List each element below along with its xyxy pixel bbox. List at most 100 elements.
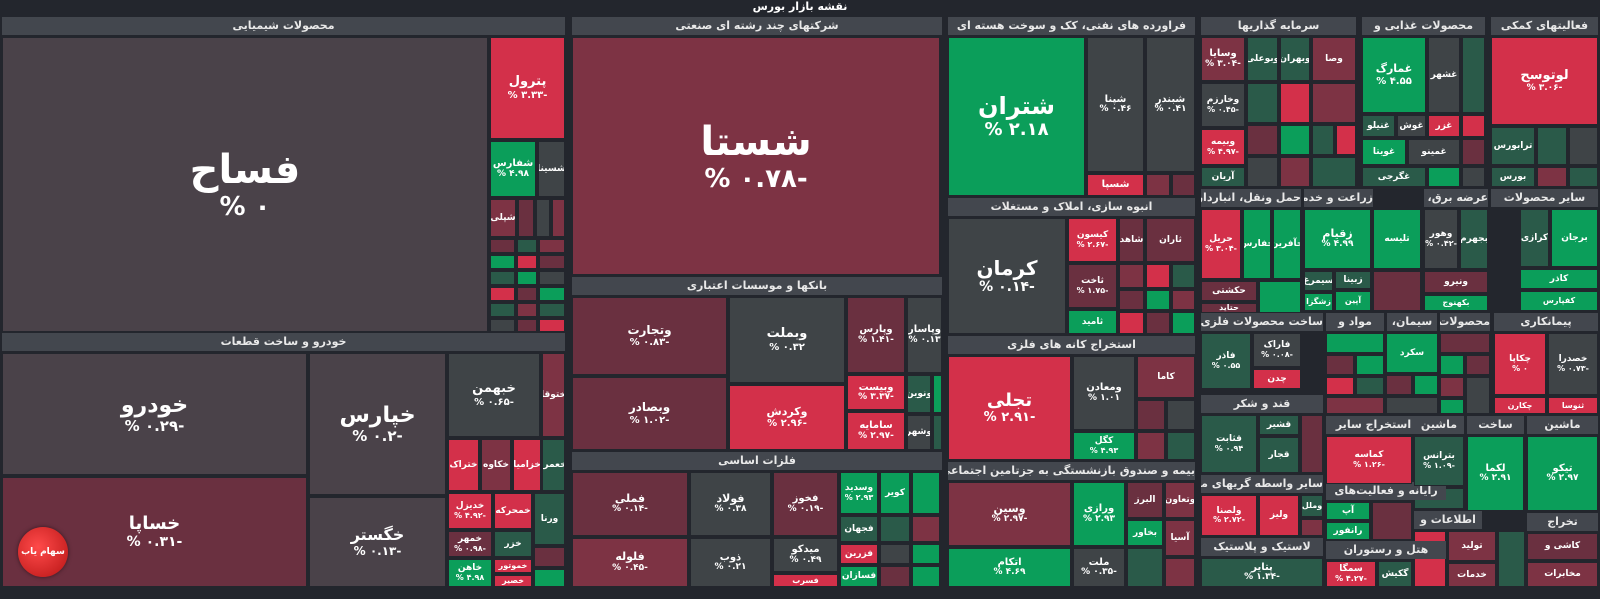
stock-tile[interactable]: ولیز	[1259, 495, 1299, 536]
stock-tile[interactable]: کرمان -۰.۱۴ %	[948, 218, 1066, 334]
stock-tile[interactable]	[539, 303, 565, 317]
stock-tile[interactable]: فسرب	[773, 574, 838, 587]
stock-tile[interactable]: تولید	[1448, 531, 1496, 561]
stock-tile[interactable]: فخوز -۰.۱۹ %	[773, 472, 838, 536]
stock-tile[interactable]: وتجارت -۰.۸۳ %	[572, 297, 727, 375]
stock-tile[interactable]	[912, 472, 940, 514]
stock-tile[interactable]	[517, 287, 537, 301]
stock-tile[interactable]	[1326, 355, 1354, 375]
stock-tile[interactable]: غمینو	[1408, 139, 1460, 165]
sector-header[interactable]: بیمه و صندوق بازنشستگی به جزتامین اجتماع…	[948, 462, 1195, 480]
stock-tile[interactable]	[1428, 167, 1460, 187]
stock-tile[interactable]	[1466, 377, 1490, 414]
stock-tile[interactable]	[1356, 355, 1384, 375]
sector-header[interactable]: فعالیتهای کمکی	[1491, 17, 1598, 35]
stock-tile[interactable]: غزر	[1428, 115, 1460, 137]
stock-tile[interactable]: ونوین	[907, 375, 931, 413]
stock-tile[interactable]	[1537, 167, 1567, 187]
sector-header[interactable]: زراعت و خدمات	[1304, 189, 1373, 207]
stock-tile[interactable]: خمهر -۰.۹۸ %	[448, 531, 492, 557]
stock-tile[interactable]: بترانس -۱.۰۹ %	[1414, 436, 1464, 486]
stock-tile[interactable]: فملی -۰.۱۴ %	[572, 472, 688, 536]
stock-tile[interactable]	[518, 199, 534, 237]
stock-tile[interactable]	[1414, 375, 1438, 395]
stock-tile[interactable]: شاهد	[1119, 218, 1144, 262]
stock-tile[interactable]: وپاسار ۰.۱۳ %	[907, 297, 942, 373]
stock-tile[interactable]: بجهرم	[1460, 209, 1488, 269]
sector-header[interactable]: قند و شکر	[1201, 395, 1323, 413]
stock-tile[interactable]: وبوعلی	[1247, 37, 1278, 81]
stock-tile[interactable]: حآفرین	[1273, 209, 1301, 279]
stock-tile[interactable]: ملت -۰.۳۵ %	[1073, 548, 1125, 587]
stock-tile[interactable]	[1146, 264, 1170, 288]
sector-header[interactable]: سایر محصولات	[1491, 189, 1598, 207]
stock-tile[interactable]: کگل ۴.۹۳ %	[1073, 432, 1135, 460]
stock-tile[interactable]: وسایا -۳.۰۴ %	[1201, 37, 1245, 81]
stock-tile[interactable]	[912, 516, 940, 542]
stock-tile[interactable]: چدن	[1253, 369, 1301, 389]
stock-tile[interactable]	[880, 566, 910, 587]
stock-tile[interactable]	[1301, 415, 1323, 473]
stock-tile[interactable]: خدمات	[1448, 563, 1496, 587]
stock-tile[interactable]: وخارزم -۰.۴۵ %	[1201, 83, 1245, 127]
stock-tile[interactable]: وتعاون	[1165, 482, 1195, 518]
stock-tile[interactable]: شسینا	[538, 141, 565, 197]
stock-tile[interactable]: ونیرو	[1424, 271, 1488, 293]
stock-tile[interactable]	[1119, 290, 1144, 310]
sector-header[interactable]: محصولات	[1440, 313, 1490, 331]
sector-header[interactable]: مواد و	[1326, 313, 1384, 331]
stock-tile[interactable]: غمارگ ۴.۵۵ %	[1362, 37, 1426, 113]
stock-tile[interactable]: سکرد	[1386, 333, 1438, 373]
stock-tile[interactable]	[539, 319, 565, 332]
stock-tile[interactable]: چکارن	[1494, 397, 1546, 414]
stock-tile[interactable]: کفپارس	[1520, 291, 1598, 311]
sector-header[interactable]: تخراج	[1527, 513, 1598, 531]
stock-tile[interactable]: خعمرا	[542, 439, 565, 491]
stock-tile[interactable]: حتاید	[1201, 303, 1257, 313]
stock-tile[interactable]	[1119, 264, 1144, 288]
stock-tile[interactable]	[1414, 531, 1446, 587]
sector-header[interactable]: لاستیک و پلاستیک	[1201, 538, 1323, 556]
sector-header[interactable]: فراورده های نفتی، کک و سوخت هسته ای	[948, 17, 1195, 35]
stock-tile[interactable]: آپین	[1335, 291, 1371, 311]
stock-tile[interactable]: خگستر -۰.۱۳ %	[309, 497, 446, 587]
stock-tile[interactable]	[539, 255, 565, 269]
stock-tile[interactable]: شپنا ۰.۴۶ %	[1087, 37, 1144, 172]
stock-tile[interactable]: شتران ۲.۱۸ %	[948, 37, 1085, 196]
stock-tile[interactable]: فجهان	[840, 516, 878, 542]
stock-tile[interactable]	[880, 544, 910, 564]
stock-tile[interactable]: خزر	[494, 531, 532, 557]
stock-tile[interactable]: فولاد ۰.۳۸ %	[690, 472, 771, 536]
sector-header[interactable]: استخراج کانه های فلزی	[948, 336, 1195, 354]
stock-tile[interactable]	[539, 239, 565, 253]
stock-tile[interactable]	[1146, 312, 1170, 334]
stock-tile[interactable]	[1386, 397, 1438, 414]
stock-tile[interactable]	[1280, 125, 1310, 155]
stock-tile[interactable]: ختوقا	[542, 353, 565, 437]
sector-header[interactable]: هتل و رستوران	[1326, 541, 1446, 559]
stock-tile[interactable]: کیسون -۲.۶۷ %	[1068, 218, 1117, 262]
stock-tile[interactable]	[1172, 264, 1195, 288]
stock-tile[interactable]	[539, 287, 565, 301]
stock-tile[interactable]	[552, 199, 565, 237]
stock-tile[interactable]	[933, 415, 942, 450]
stock-tile[interactable]: غگرجی	[1362, 167, 1426, 187]
stock-tile[interactable]: سیمرغ	[1304, 271, 1333, 291]
stock-tile[interactable]: ولصنا -۲.۷۲ %	[1201, 495, 1257, 536]
stock-tile[interactable]	[490, 255, 515, 269]
sector-header[interactable]: عرضه برق، گاز	[1424, 189, 1488, 207]
stock-tile[interactable]: وپارس -۱.۴۱ %	[847, 297, 905, 373]
stock-tile[interactable]	[490, 319, 515, 332]
stock-tile[interactable]	[1172, 174, 1195, 196]
sector-header[interactable]: ساخت محصولات فلزی	[1201, 313, 1323, 331]
sector-header[interactable]: خودرو و ساخت قطعات	[2, 333, 565, 351]
sector-header[interactable]: ساخت	[1467, 416, 1524, 434]
stock-tile[interactable]: حفارس	[1243, 209, 1271, 279]
stock-tile[interactable]: حکشتی	[1201, 281, 1257, 301]
stock-tile[interactable]: کاما	[1137, 356, 1195, 398]
stock-tile[interactable]: ورنا	[534, 493, 565, 545]
sector-header[interactable]: محصولات غذایی و	[1362, 17, 1485, 35]
sector-header[interactable]: سایر واسطه گریهای مالی	[1201, 475, 1323, 493]
stock-tile[interactable]: چکاپا ۰ %	[1494, 333, 1546, 395]
stock-tile[interactable]	[1326, 397, 1384, 414]
